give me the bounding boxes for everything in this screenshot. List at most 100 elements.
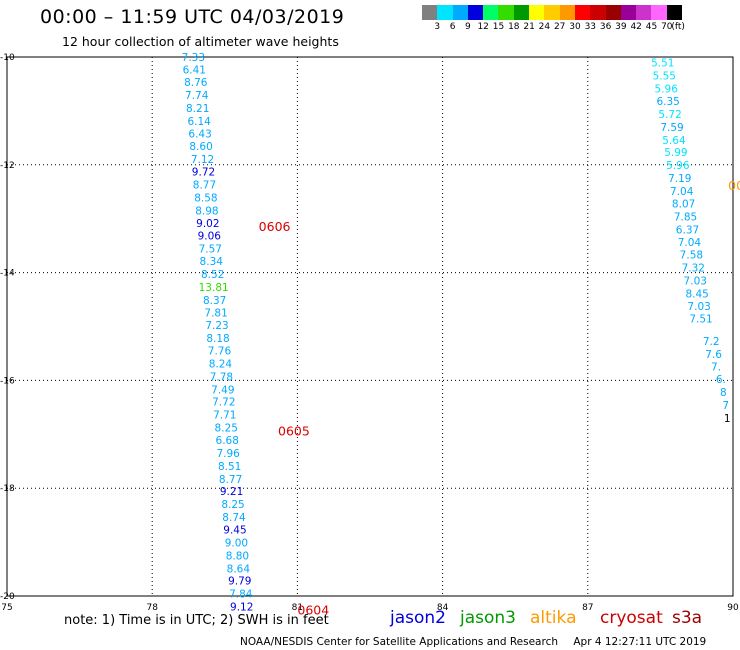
color-swatch bbox=[422, 5, 438, 20]
wave-height-value: 9.06 bbox=[198, 231, 222, 243]
wave-height-value: 7.85 bbox=[674, 211, 697, 223]
color-scale-label: 18 bbox=[508, 22, 520, 32]
color-scale-labels: 3 6 9 12 15 18 21 24 27 30 33 36 39 42 45 70 (ft) bbox=[422, 22, 732, 36]
wave-height-value: 8.25 bbox=[215, 423, 238, 435]
wave-height-value: 7.76 bbox=[208, 346, 232, 358]
wave-height-value: 7.04 bbox=[670, 186, 694, 198]
color-scale-label: 36 bbox=[599, 22, 612, 32]
latitude-tick-label: -18 bbox=[0, 484, 15, 494]
wave-height-value: 8.07 bbox=[672, 198, 695, 210]
generated-timestamp: Apr 4 12:27:11 UTC 2019 bbox=[573, 636, 707, 648]
color-swatch bbox=[636, 5, 652, 20]
latitude-tick-label: -16 bbox=[0, 376, 15, 386]
color-scale-label: 15 bbox=[492, 22, 505, 32]
wave-height-value: 1 bbox=[724, 413, 731, 425]
credit-text: NOAA/NESDIS Center for Satellite Applica… bbox=[240, 636, 558, 648]
color-swatch bbox=[483, 5, 499, 20]
wave-height-value: 7.74 bbox=[185, 90, 209, 102]
wave-height-value: 6.37 bbox=[676, 224, 699, 236]
color-scale-label: (ft) bbox=[671, 22, 685, 32]
color-swatch bbox=[467, 5, 484, 20]
wave-height-value: 7.49 bbox=[211, 384, 234, 396]
wave-height-value: 9.21 bbox=[220, 486, 243, 498]
color-scale-label: 3 bbox=[434, 22, 441, 32]
wave-height-value: 5.96 bbox=[655, 84, 679, 96]
color-swatch bbox=[559, 5, 575, 20]
time-label: 0604 bbox=[297, 603, 329, 618]
color-swatch bbox=[544, 5, 560, 20]
color-swatch bbox=[513, 5, 530, 20]
color-swatch bbox=[452, 5, 468, 20]
wave-height-value: 7.03 bbox=[684, 275, 707, 287]
wave-height-value: 8.58 bbox=[194, 192, 217, 204]
wave-height-value: 7.71 bbox=[213, 410, 236, 422]
color-swatch bbox=[574, 5, 591, 20]
wave-height-value: 7. bbox=[711, 362, 721, 374]
wave-height-value: 7.51 bbox=[689, 314, 712, 326]
longitude-tick-label: 81 bbox=[292, 603, 303, 613]
wave-height-value: 8.24 bbox=[209, 358, 233, 370]
color-scale-label: 70 bbox=[661, 22, 673, 32]
map-frame bbox=[6, 56, 734, 597]
wave-height-value: 5.99 bbox=[664, 147, 687, 159]
wave-height-value: 6.14 bbox=[187, 116, 211, 128]
wave-height-value: 8.60 bbox=[189, 141, 212, 153]
latitude-tick-label: -14 bbox=[0, 269, 15, 279]
wave-height-value: 7.23 bbox=[205, 320, 228, 332]
longitude-tick-label: 78 bbox=[146, 603, 158, 613]
time-label: 0606 bbox=[259, 219, 291, 234]
color-swatch bbox=[437, 5, 453, 20]
wave-height-value: 9.72 bbox=[192, 167, 215, 179]
wave-height-value: 8 bbox=[720, 387, 727, 399]
wave-height-value: 8.80 bbox=[226, 550, 249, 562]
footer-note: note: 1) Time is in UTC; 2) SWH is in fe… bbox=[64, 613, 329, 628]
wave-height-value: 7.12 bbox=[191, 154, 214, 166]
longitude-tick-label: 84 bbox=[437, 603, 449, 613]
latitude-tick-label: -10 bbox=[0, 53, 15, 63]
wave-height-value: 7.57 bbox=[199, 244, 222, 256]
wave-height-value: 7.19 bbox=[668, 173, 691, 185]
latitude-tick-label: -20 bbox=[0, 592, 15, 602]
wave-height-value: 9.12 bbox=[230, 602, 253, 614]
color-scale-label: 24 bbox=[538, 22, 551, 32]
latitude-tick-label: -12 bbox=[0, 161, 15, 171]
wave-height-value: 7.2 bbox=[703, 336, 720, 348]
color-swatch bbox=[590, 5, 606, 20]
color-scale-label: 12 bbox=[477, 22, 489, 32]
wave-height-value: 7.6 bbox=[705, 349, 722, 361]
wave-height-value: 7.96 bbox=[216, 448, 240, 460]
satellite-legend-s3a: s3a bbox=[672, 608, 703, 628]
wave-height-value: 9.02 bbox=[196, 218, 219, 230]
wave-height-value: 8.34 bbox=[200, 256, 224, 268]
color-swatch bbox=[529, 5, 545, 20]
wave-height-value: 8.51 bbox=[218, 461, 241, 473]
wave-height-value: 7.04 bbox=[678, 237, 702, 249]
color-swatch bbox=[620, 5, 637, 20]
color-scale-label: 39 bbox=[615, 22, 627, 32]
color-scale-label: 6 bbox=[449, 22, 456, 32]
wave-height-value: 7.33 bbox=[182, 52, 205, 64]
wave-height-value: 7.59 bbox=[660, 122, 683, 134]
satellite-legend-cryosat: cryosat bbox=[600, 608, 663, 628]
wave-height-value: 8.98 bbox=[195, 205, 218, 217]
color-scale-label: 42 bbox=[630, 22, 642, 32]
wave-height-value: 7.72 bbox=[212, 397, 235, 409]
wave-height-value: 7.32 bbox=[682, 263, 705, 275]
wave-height-value: 7 bbox=[722, 400, 729, 412]
satellite-legend-jason2: jason2 bbox=[390, 608, 446, 628]
color-swatch bbox=[651, 5, 667, 20]
wave-height-value: 7.58 bbox=[680, 250, 703, 262]
wave-height-value: 13.81 bbox=[199, 282, 229, 294]
satellite-legend-altika: altika bbox=[530, 608, 577, 628]
footer-credit: NOAA/NESDIS Center for Satellite Applica… bbox=[240, 636, 706, 648]
wave-height-value: 9.79 bbox=[228, 576, 251, 588]
color-swatch bbox=[666, 5, 683, 20]
longitude-tick-label: 87 bbox=[582, 603, 593, 613]
wave-height-value: 5.51 bbox=[651, 58, 674, 70]
color-swatch bbox=[498, 5, 514, 20]
time-label: 00 bbox=[728, 178, 740, 193]
chart-title: 00:00 – 11:59 UTC 04/03/2019 bbox=[40, 6, 345, 28]
wave-height-value: 5.96 bbox=[666, 160, 690, 172]
wave-height-value: 5.55 bbox=[653, 71, 676, 83]
